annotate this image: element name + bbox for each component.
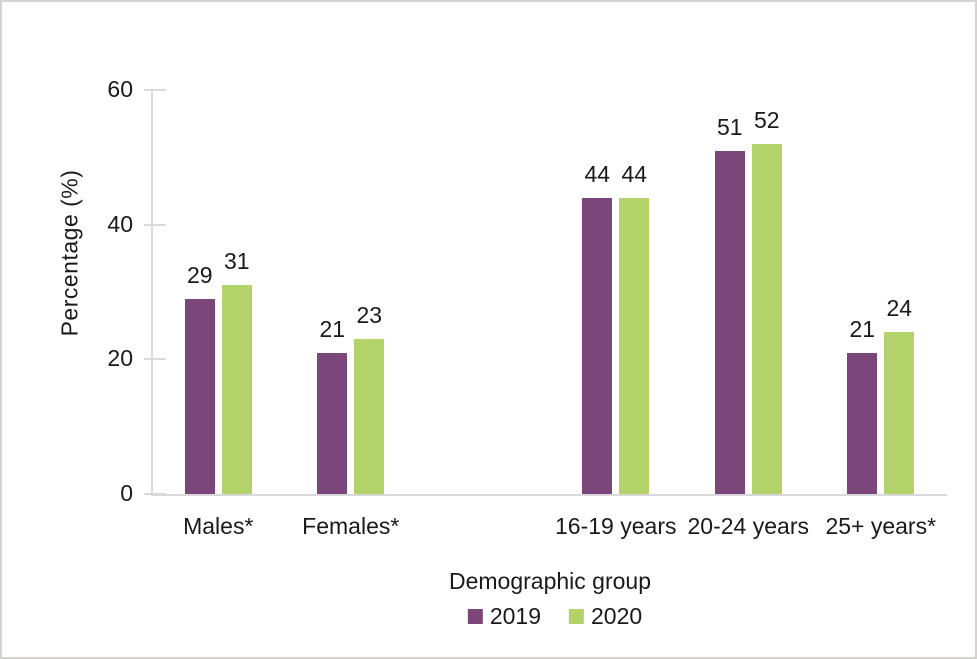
legend-item-2020: 2020	[569, 602, 642, 630]
bar-2020-25+ years*	[884, 332, 915, 494]
y-axis-title: Percentage (%)	[56, 169, 83, 337]
y-axis-line	[151, 90, 153, 496]
x-category-label: Males*	[183, 513, 254, 539]
bar-2020-16-19 years	[619, 197, 650, 494]
y-tick-label: 0	[120, 480, 133, 506]
value-label-2019-25+ years*: 21	[849, 315, 876, 342]
x-axis-line	[152, 494, 947, 496]
value-label-2019-Males*: 29	[186, 261, 213, 288]
bar-2020-Males*	[221, 285, 252, 494]
value-label-2020-25+ years*: 24	[886, 295, 913, 322]
bar-2019-16-19 years	[582, 197, 613, 494]
y-tick-mark	[144, 89, 166, 91]
legend-label-2020: 2020	[591, 603, 643, 629]
legend-item-2019: 2019	[467, 602, 541, 630]
y-tick-mark	[144, 358, 166, 361]
value-label-2019-16-19 years: 44	[584, 160, 611, 187]
x-category-label: Females*	[302, 513, 400, 539]
value-label-2020-Males*: 31	[223, 248, 250, 275]
y-tick-label: 60	[107, 76, 133, 102]
chart-legend: 2019 2020	[467, 602, 642, 630]
legend-swatch-2019-icon	[467, 608, 483, 624]
y-tick-label: 40	[107, 210, 133, 237]
bar-2020-20-24 years	[751, 143, 782, 494]
bar-2019-Males*	[184, 298, 215, 494]
bar-2019-20-24 years	[714, 150, 745, 494]
y-tick-mark	[144, 493, 166, 495]
value-label-2020-Females*: 23	[356, 302, 383, 329]
y-tick-label: 20	[107, 345, 133, 372]
x-axis-title: Demographic group	[448, 568, 652, 594]
bar-2020-Females*	[354, 339, 385, 494]
bar-2019-25+ years*	[847, 352, 878, 494]
bar-2019-Females*	[317, 352, 348, 494]
legend-label-2019: 2019	[489, 603, 541, 629]
x-category-label: 16-19 years	[555, 513, 677, 539]
y-tick-mark	[144, 223, 166, 226]
legend-swatch-2020-icon	[569, 608, 584, 624]
value-label-2019-20-24 years: 51	[716, 113, 743, 140]
value-label-2019-Females*: 21	[319, 315, 346, 342]
plot-area	[152, 90, 947, 494]
value-label-2020-16-19 years: 44	[621, 160, 648, 187]
x-category-label: 20-24 years	[687, 513, 809, 539]
x-category-label: 25+ years*	[825, 513, 937, 539]
value-label-2020-20-24 years: 52	[753, 106, 780, 133]
